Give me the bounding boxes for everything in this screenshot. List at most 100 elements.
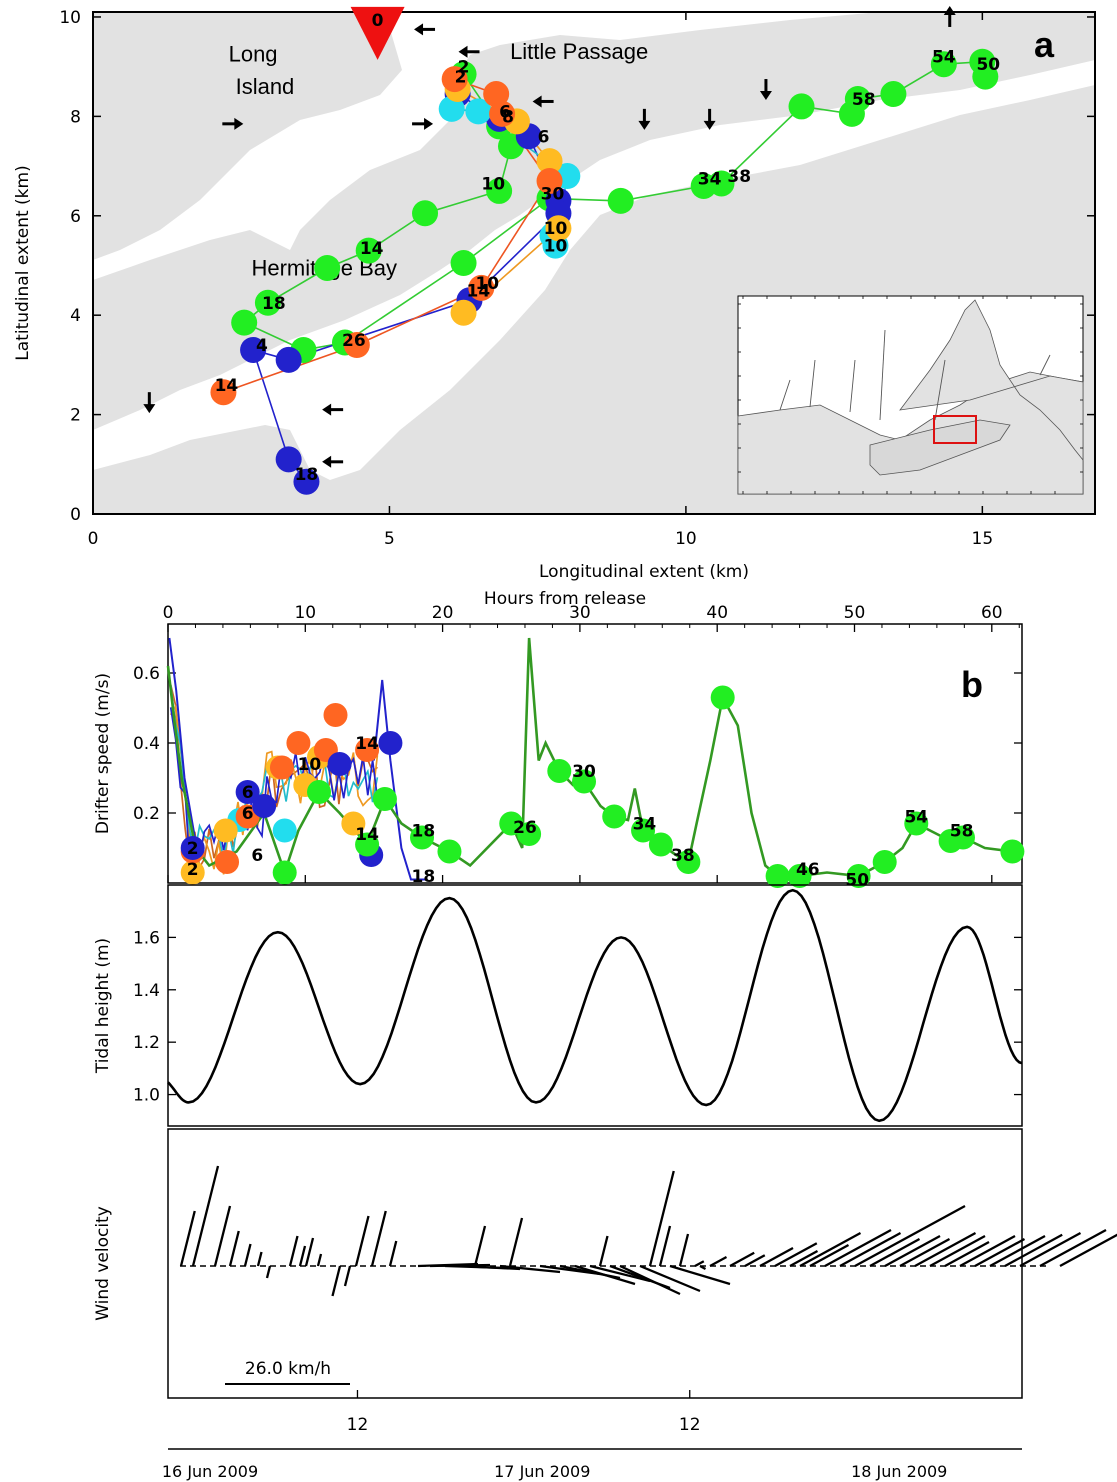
arrow-head <box>322 455 332 468</box>
wind-axis-label: Wind velocity <box>93 1206 113 1321</box>
hour-label: 4 <box>256 336 268 356</box>
hour-tick-label: 20 <box>432 603 454 623</box>
hour-label: 18 <box>295 465 319 485</box>
wind-arrow-icon <box>143 392 156 414</box>
red-speed-marker <box>269 755 294 780</box>
arrow-rotation <box>414 23 436 36</box>
hour-tick-label: 50 <box>844 603 866 623</box>
wind-vector-stick <box>589 1264 651 1283</box>
drifter-position-marker <box>483 81 510 108</box>
wind-vector-stick <box>839 1231 902 1268</box>
panel-wind: Wind velocity 26.0 km/h 12 12 16 Jun 2009 17 … <box>93 1128 1117 1481</box>
blue-speed-marker <box>327 752 352 776</box>
wind-vector-stick <box>1004 1233 1063 1268</box>
drifter-position-marker <box>275 346 302 373</box>
wind-vector-stick <box>824 1228 892 1268</box>
tide-tick-label: 1.4 <box>133 981 160 1001</box>
wind-vector-stick <box>869 1237 921 1268</box>
hour-label: 26 <box>342 331 366 351</box>
y-tick-label: 8 <box>70 107 81 127</box>
wind-vector-stick <box>213 1205 232 1267</box>
speed-hour-label: 50 <box>845 871 869 891</box>
hour-label: 58 <box>852 90 876 110</box>
inset-coast-inlet <box>779 379 791 411</box>
x-tick-label: 5 <box>384 529 395 549</box>
speed-hour-label: 34 <box>633 815 657 835</box>
inset-coast-inlet <box>934 359 946 421</box>
time-tick-label: 12 <box>679 1415 701 1435</box>
drifter-position-marker <box>441 66 468 93</box>
green-speed-marker <box>410 825 435 850</box>
wind-arrow-icon <box>458 45 480 58</box>
wind-vector-stick <box>354 1215 370 1267</box>
y-tick-label: 6 <box>70 207 81 227</box>
wind-vector-stick <box>944 1240 990 1268</box>
speed-hour-label: 6 <box>242 783 254 803</box>
arrow-rotation <box>638 108 651 130</box>
tide-tick-label: 1.2 <box>133 1033 160 1053</box>
green-speed-marker <box>631 818 656 843</box>
wind-vector-stick <box>789 1249 819 1268</box>
drifter-position-marker <box>254 289 281 316</box>
y-tick-label: 0 <box>70 505 81 525</box>
drifter-position-marker <box>536 167 563 194</box>
inset-land-north <box>899 299 1084 462</box>
wind-vector-stick <box>508 1217 524 1267</box>
wind-vector-stick <box>694 1260 705 1268</box>
wind-arrow-icon <box>759 79 772 101</box>
green-speed-marker <box>437 839 462 864</box>
cyan-speed-marker <box>272 818 297 843</box>
inset-coast-inlet <box>1039 354 1051 376</box>
speed-hour-label: 2 <box>187 860 199 880</box>
wind-vector-stick <box>619 1264 681 1296</box>
green-speed-marker <box>372 787 397 811</box>
drifter-position-marker <box>536 148 563 175</box>
green-speed-marker <box>517 822 542 846</box>
drifter-position-marker <box>788 93 815 120</box>
tide-frame <box>167 884 1023 1127</box>
speed-hour-label: 2 <box>187 839 199 859</box>
wind-arrow-icon <box>414 23 436 36</box>
speed-axis-label: Drifter speed (m/s) <box>93 673 113 834</box>
wind-vector-stick <box>316 1253 323 1267</box>
hour-label: 6 <box>538 127 550 147</box>
wind-vector-stick <box>744 1254 766 1268</box>
drifter-position-marker <box>972 63 999 90</box>
land-mass-1 <box>93 12 402 260</box>
wind-vector-stick <box>288 1235 299 1267</box>
y-axis-label: Latitudinal extent (km) <box>13 165 33 360</box>
green-speed-marker <box>499 811 524 836</box>
panel-tide: 1.0 1.2 1.4 1.6 Tidal height (m) <box>93 884 1023 1127</box>
wind-vector-stick <box>974 1237 1026 1268</box>
speed-hour-label: 54 <box>904 808 928 828</box>
map-frame <box>92 11 1096 515</box>
drifter-position-marker <box>489 100 516 127</box>
wind-vector-stick <box>499 1264 561 1274</box>
x-tick-label: 10 <box>675 529 697 549</box>
wind-frame <box>167 1128 1023 1399</box>
land-mass-2 <box>93 12 1095 430</box>
green-speed-marker <box>307 780 332 804</box>
speed-frame <box>167 623 1023 884</box>
wind-vector-stick <box>884 1234 941 1268</box>
wind-vector-stick <box>809 1243 850 1268</box>
red-speed-marker <box>355 738 380 762</box>
green-speed-marker <box>648 832 673 857</box>
arrow-head <box>638 120 651 130</box>
green-speed-marker <box>1000 839 1025 864</box>
drifter-position-marker <box>450 250 477 276</box>
hour-label: 10 <box>544 237 568 257</box>
speed-hour-label: 38 <box>671 846 695 866</box>
hour-label: 14 <box>360 239 384 259</box>
speed-hour-label: 58 <box>950 822 974 842</box>
wind-vector-stick <box>914 1231 977 1268</box>
green-speed-marker <box>904 811 929 836</box>
y-tick-label: 4 <box>70 306 81 326</box>
tide-tick-label: 1.6 <box>133 928 160 948</box>
hour-label: 30 <box>541 184 565 204</box>
speed-hour-label: 26 <box>513 818 537 838</box>
x-tick-label: 15 <box>972 529 994 549</box>
drifter-position-marker <box>545 215 572 242</box>
wind-arrow-icon <box>943 5 956 27</box>
wind-arrow-icon <box>638 108 651 130</box>
